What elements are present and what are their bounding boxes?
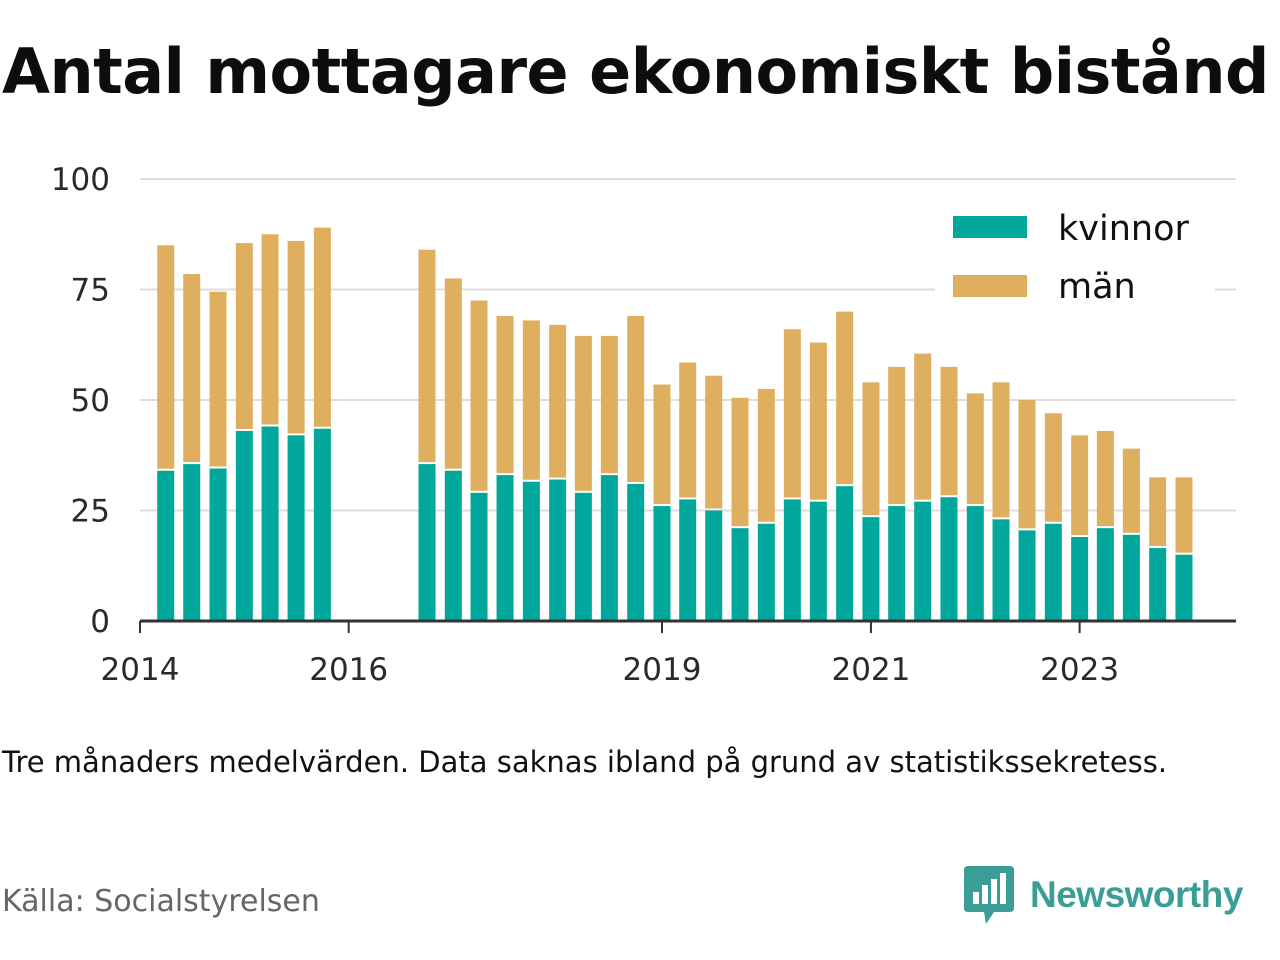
x-axis: 2014 2016 2019 2021 2023 (101, 619, 1236, 688)
bar-segment-man (940, 366, 958, 496)
bar-segment-kvinnor (470, 492, 488, 621)
bar-segment-man (992, 382, 1010, 518)
chart-title: Antal mottagare ekonomiskt bistånd (2, 35, 1269, 108)
bar-segment-kvinnor (627, 483, 645, 621)
bar-segment-man (574, 335, 592, 491)
x-tick-label: 2014 (101, 652, 180, 688)
bar-segment-man (209, 291, 227, 467)
bars (157, 227, 1193, 621)
y-tick-label: 75 (71, 273, 110, 309)
bar-segment-kvinnor (549, 479, 567, 621)
bar-segment-man (757, 388, 775, 522)
bar-segment-kvinnor (966, 506, 984, 621)
bar-segment-kvinnor (731, 528, 749, 621)
bar-segment-man (783, 329, 801, 498)
legend-swatch-man (953, 275, 1027, 297)
chart-note: Tre månaders medelvärden. Data saknas ib… (2, 745, 1168, 779)
bar-segment-kvinnor (940, 497, 958, 621)
bar-segment-man (418, 249, 436, 463)
bar-segment-man (966, 393, 984, 505)
bar-segment-kvinnor (1044, 523, 1062, 621)
bar-segment-kvinnor (653, 506, 671, 621)
bar-segment-kvinnor (261, 426, 279, 621)
bar-segment-man (836, 311, 854, 485)
y-tick-label: 25 (71, 494, 110, 530)
bar-segment-kvinnor (235, 430, 253, 621)
bar-segment-man (862, 382, 880, 516)
bar-segment-kvinnor (183, 464, 201, 621)
bar-segment-kvinnor (496, 475, 514, 621)
bar-segment-kvinnor (757, 523, 775, 621)
bar-segment-man (261, 234, 279, 425)
bar-segment-kvinnor (809, 501, 827, 621)
bar-segment-man (914, 353, 932, 500)
bar-segment-kvinnor (1096, 528, 1114, 621)
legend-label-kvinnor: kvinnor (1058, 209, 1189, 249)
bar-segment-man (1044, 413, 1062, 522)
legend-label-man: män (1058, 267, 1136, 307)
bar-segment-kvinnor (600, 475, 618, 621)
y-tick-label: 50 (71, 383, 110, 419)
bar-segment-kvinnor (574, 492, 592, 621)
legend-swatch-kvinnor (953, 216, 1027, 238)
source-credit: Källa: Socialstyrelsen (2, 884, 320, 919)
bar-segment-kvinnor (1122, 534, 1140, 621)
brand-name: Newsworthy (1030, 874, 1243, 915)
y-tick-label: 100 (51, 162, 110, 198)
bar-segment-man (731, 397, 749, 527)
bar-segment-kvinnor (1175, 554, 1193, 621)
bar-segment-man (705, 375, 723, 509)
newsworthy-brand[interactable]: Newsworthy (964, 866, 1243, 924)
bar-segment-man (1149, 477, 1167, 547)
bar-segment-man (1122, 448, 1140, 533)
y-axis-tick-labels: 0 25 50 75 100 (51, 162, 110, 640)
bar-segment-man (627, 316, 645, 482)
bar-segment-kvinnor (783, 499, 801, 621)
bar-segment-kvinnor (157, 470, 175, 621)
bar-segment-kvinnor (836, 486, 854, 621)
bar-segment-kvinnor (444, 470, 462, 621)
bar-segment-kvinnor (287, 435, 305, 621)
bar-segment-man (888, 366, 906, 505)
bar-segment-man (444, 278, 462, 469)
bar-segment-kvinnor (679, 499, 697, 621)
bar-segment-man (679, 362, 697, 498)
bar-segment-kvinnor (1149, 548, 1167, 621)
bar-segment-kvinnor (992, 519, 1010, 621)
bar-segment-kvinnor (914, 501, 932, 621)
bar-segment-man (522, 320, 540, 480)
bar-segment-man (313, 227, 331, 427)
bar-segment-kvinnor (418, 464, 436, 621)
bar-segment-kvinnor (522, 481, 540, 621)
bar-segment-man (1175, 477, 1193, 553)
bar-segment-man (809, 342, 827, 500)
bar-segment-man (287, 240, 305, 434)
x-tick-label: 2016 (309, 652, 388, 688)
bar-segment-man (1071, 435, 1089, 536)
y-tick-label: 0 (90, 604, 110, 640)
bar-segment-kvinnor (1018, 530, 1036, 621)
bar-segment-kvinnor (1071, 537, 1089, 621)
bar-segment-kvinnor (888, 506, 906, 621)
bar-segment-kvinnor (705, 510, 723, 621)
bar-segment-man (549, 324, 567, 478)
x-tick-label: 2019 (623, 652, 702, 688)
bar-segment-man (653, 384, 671, 505)
legend: kvinnor män (935, 198, 1215, 307)
bar-segment-man (1096, 430, 1114, 527)
stacked-bar-chart: 0 25 50 75 100 2014 2016 2019 2021 2023 kvinnor … (51, 162, 1236, 688)
x-tick-label: 2023 (1040, 652, 1119, 688)
bar-segment-kvinnor (862, 517, 880, 621)
bar-segment-man (600, 335, 618, 474)
bar-segment-man (183, 274, 201, 463)
bar-segment-man (235, 243, 253, 429)
bar-segment-man (157, 245, 175, 469)
x-tick-label: 2021 (831, 652, 910, 688)
bar-segment-kvinnor (209, 468, 227, 621)
bar-segment-kvinnor (313, 428, 331, 621)
bar-segment-man (470, 300, 488, 491)
bar-segment-man (496, 316, 514, 474)
newsworthy-logo-icon (964, 866, 1014, 924)
bar-segment-man (1018, 400, 1036, 529)
